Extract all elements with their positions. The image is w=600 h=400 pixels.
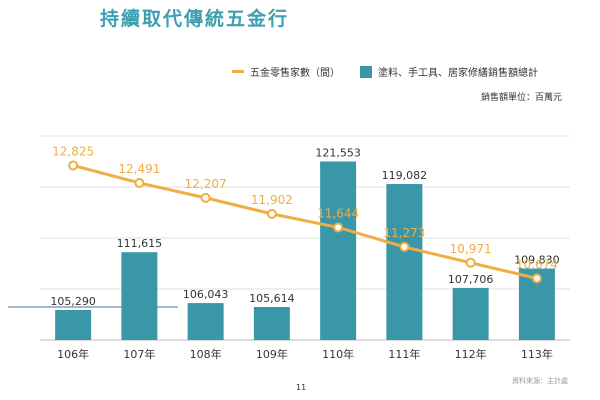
bar xyxy=(187,303,224,340)
bar xyxy=(121,252,158,340)
bar-value-label: 109,830 xyxy=(514,254,560,267)
x-tick-label: 106年 xyxy=(57,347,89,361)
bar xyxy=(320,161,357,340)
x-tick-label: 113年 xyxy=(521,347,553,361)
x-tick-label: 109年 xyxy=(256,347,288,361)
bar-value-label: 105,614 xyxy=(249,292,295,305)
bar xyxy=(253,307,290,340)
line-point xyxy=(68,160,79,171)
line-value-label: 12,491 xyxy=(118,162,160,176)
line-point xyxy=(465,257,476,268)
bar-value-label: 107,706 xyxy=(448,273,494,286)
bar xyxy=(55,309,92,340)
x-tick-label: 110年 xyxy=(322,347,354,361)
bar-value-label: 111,615 xyxy=(117,237,163,250)
page-number: 11 xyxy=(296,383,307,392)
chart-title: 持續取代傳統五金行 xyxy=(100,8,290,30)
line-point xyxy=(333,222,344,233)
x-tick-label: 108年 xyxy=(190,347,222,361)
line-value-label: 11,644 xyxy=(317,206,359,220)
line-point xyxy=(531,273,542,284)
line-point xyxy=(200,192,211,203)
line-value-label: 12,825 xyxy=(52,144,94,158)
x-tick-label: 107年 xyxy=(123,347,155,361)
bar xyxy=(386,184,423,340)
line-value-label: 12,207 xyxy=(185,177,227,191)
line-series xyxy=(72,163,538,280)
legend-line-swatch xyxy=(232,70,244,73)
legend-bar-label: 塗料、手工具、居家修繕銷售額總計 xyxy=(378,68,538,79)
chart-legend: 五金零售家數（間） 塗料、手工具、居家修繕銷售額總計 xyxy=(232,64,538,79)
bar-value-label: 105,290 xyxy=(50,295,96,308)
line-point xyxy=(134,177,145,188)
bar-value-label: 119,082 xyxy=(382,169,428,182)
legend-bar-swatch xyxy=(360,65,372,78)
line-value-label: 11,273 xyxy=(383,226,425,240)
source-note: 資料來源：主計處 xyxy=(512,377,568,385)
line-value-label: 11,902 xyxy=(251,193,293,207)
bar-value-label: 121,553 xyxy=(315,146,361,159)
line-point xyxy=(266,208,277,219)
line-point xyxy=(399,241,410,252)
line-value-label: 10,674 xyxy=(516,257,558,271)
line-value-label: 10,971 xyxy=(450,242,492,256)
x-tick-label: 112年 xyxy=(455,347,487,361)
legend-line-label: 五金零售家數（間） xyxy=(250,68,340,79)
unit-note: 銷售額單位：百萬元 xyxy=(480,93,562,103)
bar-value-label: 106,043 xyxy=(183,288,229,301)
bar xyxy=(452,287,489,340)
x-tick-label: 111年 xyxy=(388,347,420,361)
